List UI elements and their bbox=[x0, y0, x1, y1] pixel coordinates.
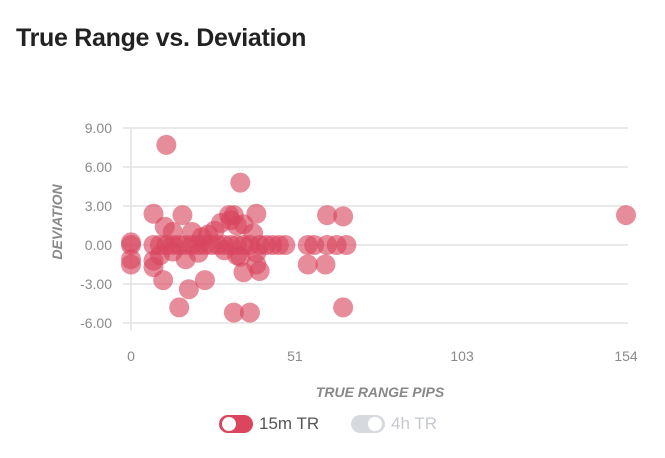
data-point bbox=[315, 254, 336, 275]
y-tick-label: 9.00 bbox=[85, 120, 112, 136]
y-tick-label: 3.00 bbox=[85, 198, 112, 214]
data-point bbox=[297, 254, 318, 275]
data-point bbox=[333, 206, 354, 227]
data-point bbox=[121, 232, 141, 253]
y-tick-label: -3.00 bbox=[80, 276, 112, 292]
y-axis-label: DEVIATION bbox=[49, 184, 65, 260]
data-point bbox=[121, 249, 141, 270]
y-tick-label: 0.00 bbox=[85, 237, 112, 253]
data-point bbox=[188, 242, 209, 263]
x-axis-label: TRUE RANGE PIPS bbox=[316, 384, 445, 400]
legend-item-4h-tr[interactable]: 4h TR bbox=[351, 414, 437, 434]
data-point bbox=[275, 235, 296, 255]
legend-label: 15m TR bbox=[259, 414, 320, 433]
data-point bbox=[336, 235, 357, 255]
legend-item-15m-tr[interactable]: 15m TR bbox=[219, 414, 319, 434]
data-point bbox=[156, 134, 177, 155]
chart-title: True Range vs. Deviation bbox=[16, 24, 307, 52]
legend-label: 4h TR bbox=[391, 414, 437, 433]
toggle-off-icon[interactable] bbox=[351, 415, 385, 433]
x-tick-label: 0 bbox=[127, 348, 135, 364]
data-point bbox=[178, 279, 199, 300]
data-point bbox=[223, 302, 244, 323]
data-point bbox=[333, 297, 354, 318]
data-point bbox=[153, 270, 174, 291]
data-point bbox=[239, 302, 260, 323]
data-point bbox=[169, 297, 190, 318]
toggle-on-icon[interactable] bbox=[219, 415, 253, 433]
x-tick-label: 103 bbox=[450, 348, 474, 364]
data-point bbox=[317, 205, 338, 226]
data-point bbox=[143, 203, 164, 224]
y-tick-label: -6.00 bbox=[80, 315, 112, 331]
data-point bbox=[172, 205, 193, 226]
x-tick-label: 51 bbox=[287, 348, 303, 364]
y-tick-label: 6.00 bbox=[85, 159, 112, 175]
data-point bbox=[194, 270, 215, 291]
x-tick-label: 154 bbox=[614, 348, 638, 364]
data-point bbox=[230, 172, 251, 193]
data-point bbox=[227, 245, 248, 266]
data-point bbox=[246, 254, 267, 275]
data-point bbox=[616, 205, 636, 226]
